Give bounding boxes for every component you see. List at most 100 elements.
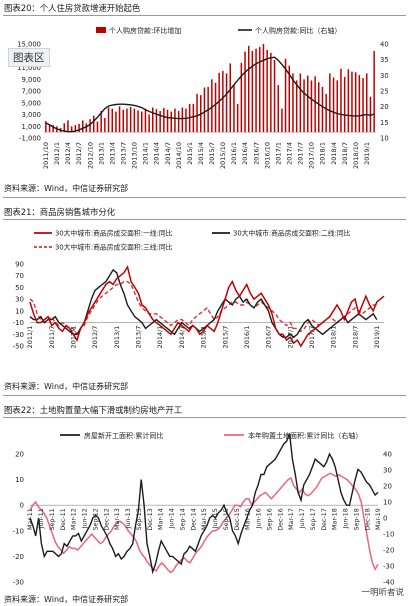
x-tick-label: 2011/7	[48, 326, 56, 349]
bar-loan-increase	[336, 80, 338, 133]
y-right-tick-label: -30	[383, 563, 394, 571]
bar-loan-increase	[96, 121, 99, 133]
y-right-tick-label: 20	[380, 103, 389, 111]
bar-loan-increase	[133, 108, 136, 133]
x-tick-label: 2012/7	[91, 326, 99, 349]
bar-loan-increase	[170, 111, 172, 133]
bar-loan-increase	[52, 125, 54, 133]
x-tick-label: 2018/4	[330, 142, 338, 165]
y-right-tick-label: 40	[383, 451, 392, 459]
y-right-tick-label: 35	[380, 56, 389, 64]
x-tick-label: Jun-17	[299, 508, 306, 529]
bar-loan-increase	[118, 106, 121, 133]
y-tick-label: 50	[15, 284, 24, 292]
x-tick-label: 2015/7	[208, 142, 216, 165]
x-tick-label: 2017/1	[274, 142, 282, 165]
legend-label-land: 本年购置土地面积:累计同比（右轴）	[248, 431, 362, 440]
line-loan-yoy	[45, 56, 375, 133]
x-tick-label: Jun-13	[125, 508, 132, 529]
y-left-tick-label: 3,000	[22, 111, 41, 119]
bar-loan-increase	[74, 125, 77, 133]
bar-loan-increase	[284, 58, 287, 133]
x-tick-label: Sep-11	[49, 508, 56, 530]
bar-loan-increase	[211, 79, 213, 133]
y-left-tick-label: 5,000	[22, 99, 41, 107]
y-tick-label: -50	[13, 343, 24, 351]
bar-loan-increase	[45, 121, 47, 133]
x-tick-label: 2016/10	[263, 142, 271, 169]
bar-loan-increase	[93, 115, 95, 133]
legend-label-3: 30大中城市:商品房成交面积:三线:同比	[55, 243, 173, 252]
x-tick-label: 2011/10	[42, 142, 50, 169]
bar-loan-increase	[78, 123, 80, 133]
chart-city-sales-divergence: 90 70 50 30 10 -10 -30 -50 2011/1 2011/7 2012/1 201…	[13, 229, 385, 351]
x-tick-label: 2019/1	[363, 142, 371, 165]
line-series-1	[29, 264, 385, 348]
x-tick-label: 2014/7	[178, 326, 186, 349]
x-tick-label: 2015/10	[219, 142, 227, 169]
bar-loan-increase	[181, 107, 184, 133]
x-tick-label: Sep-16	[266, 508, 273, 530]
bar-loan-increase	[137, 110, 139, 133]
bar-loan-increase	[144, 108, 147, 133]
y-left-tick-label: 9,000	[22, 76, 41, 84]
y-left-tick-label: 15,000	[17, 41, 41, 49]
bar-loan-increase	[203, 87, 206, 133]
bar-loan-increase	[366, 73, 368, 133]
legend-label-bar: 个人购房贷款:环比增加	[109, 26, 181, 35]
x-tick-label: Mar-19	[375, 508, 382, 530]
bar-loan-increase	[295, 80, 298, 133]
y-right-tick-label: 40	[380, 41, 389, 49]
bar-loan-increase	[218, 72, 220, 133]
watermark-text: 一明听者说	[361, 588, 404, 598]
bar-loan-increase	[251, 51, 254, 133]
bar-loan-increase	[244, 51, 246, 133]
y-left-tick-label: 7,000	[22, 88, 41, 96]
y-right-tick-label: 20	[383, 483, 392, 491]
y-right-tick-label: -10	[383, 531, 394, 539]
x-tick-label: Mar-15	[201, 508, 208, 530]
legend-swatch-bar	[96, 27, 106, 33]
y-tick-label: 30	[15, 296, 24, 304]
bar-loan-increase	[240, 62, 243, 133]
x-tick-label: Jun-12	[82, 508, 89, 529]
figure-21-bottom-rule	[3, 395, 406, 396]
figure-20-bottom-rule	[3, 197, 406, 198]
x-tick-label: 2014/4	[153, 142, 161, 165]
bar-loan-increase	[152, 107, 154, 133]
y-left-tick-label: 1,000	[22, 123, 41, 131]
figure-20-caption: 图表20：个人住房贷款增速开始起色	[4, 3, 141, 13]
x-tick-label: 2012/10	[86, 142, 94, 169]
x-tick-label: 2015/7	[221, 326, 229, 349]
chart-area-tooltip: 图表区	[8, 48, 50, 67]
bar-loan-increase	[166, 109, 169, 133]
bar-loan-increase	[115, 111, 117, 133]
y-right-tick-label: 30	[383, 467, 392, 475]
bar-loan-increase	[270, 52, 272, 133]
bar-loan-increase	[343, 76, 346, 133]
bar-loan-increase	[259, 46, 261, 133]
y-left-tick-label: 20	[15, 451, 24, 459]
bar-loan-increase	[148, 114, 150, 133]
x-tick-label: 2018/7	[341, 142, 349, 165]
x-tick-label: Jun-16	[256, 508, 263, 529]
figure-22-caption: 图表22：土地购置量大幅下滑或制约房地产开工	[4, 405, 183, 415]
x-tick-label: 2011/1	[26, 326, 34, 349]
bar-loan-increase	[358, 75, 361, 133]
y-right-tick-label: 25	[380, 88, 389, 96]
figure-20-top-rule	[3, 15, 406, 16]
y-tick-label: 70	[15, 272, 24, 280]
x-tick-label: 2016/1	[243, 326, 251, 349]
bar-loan-increase	[89, 119, 91, 133]
line-series-2	[29, 268, 378, 339]
bar-loan-increase	[67, 120, 69, 133]
x-tick-label: Mar-14	[158, 508, 165, 530]
bar-loan-increase	[255, 48, 257, 133]
x-tick-label: Jun-15	[212, 508, 219, 529]
bar-loan-increase	[303, 79, 305, 133]
x-tick-label: Mar-11	[27, 508, 34, 530]
bar-loan-increase	[100, 111, 102, 133]
bar-loan-increase	[307, 75, 309, 133]
bar-loan-increase	[369, 96, 372, 133]
bar-loan-increase	[222, 71, 224, 133]
